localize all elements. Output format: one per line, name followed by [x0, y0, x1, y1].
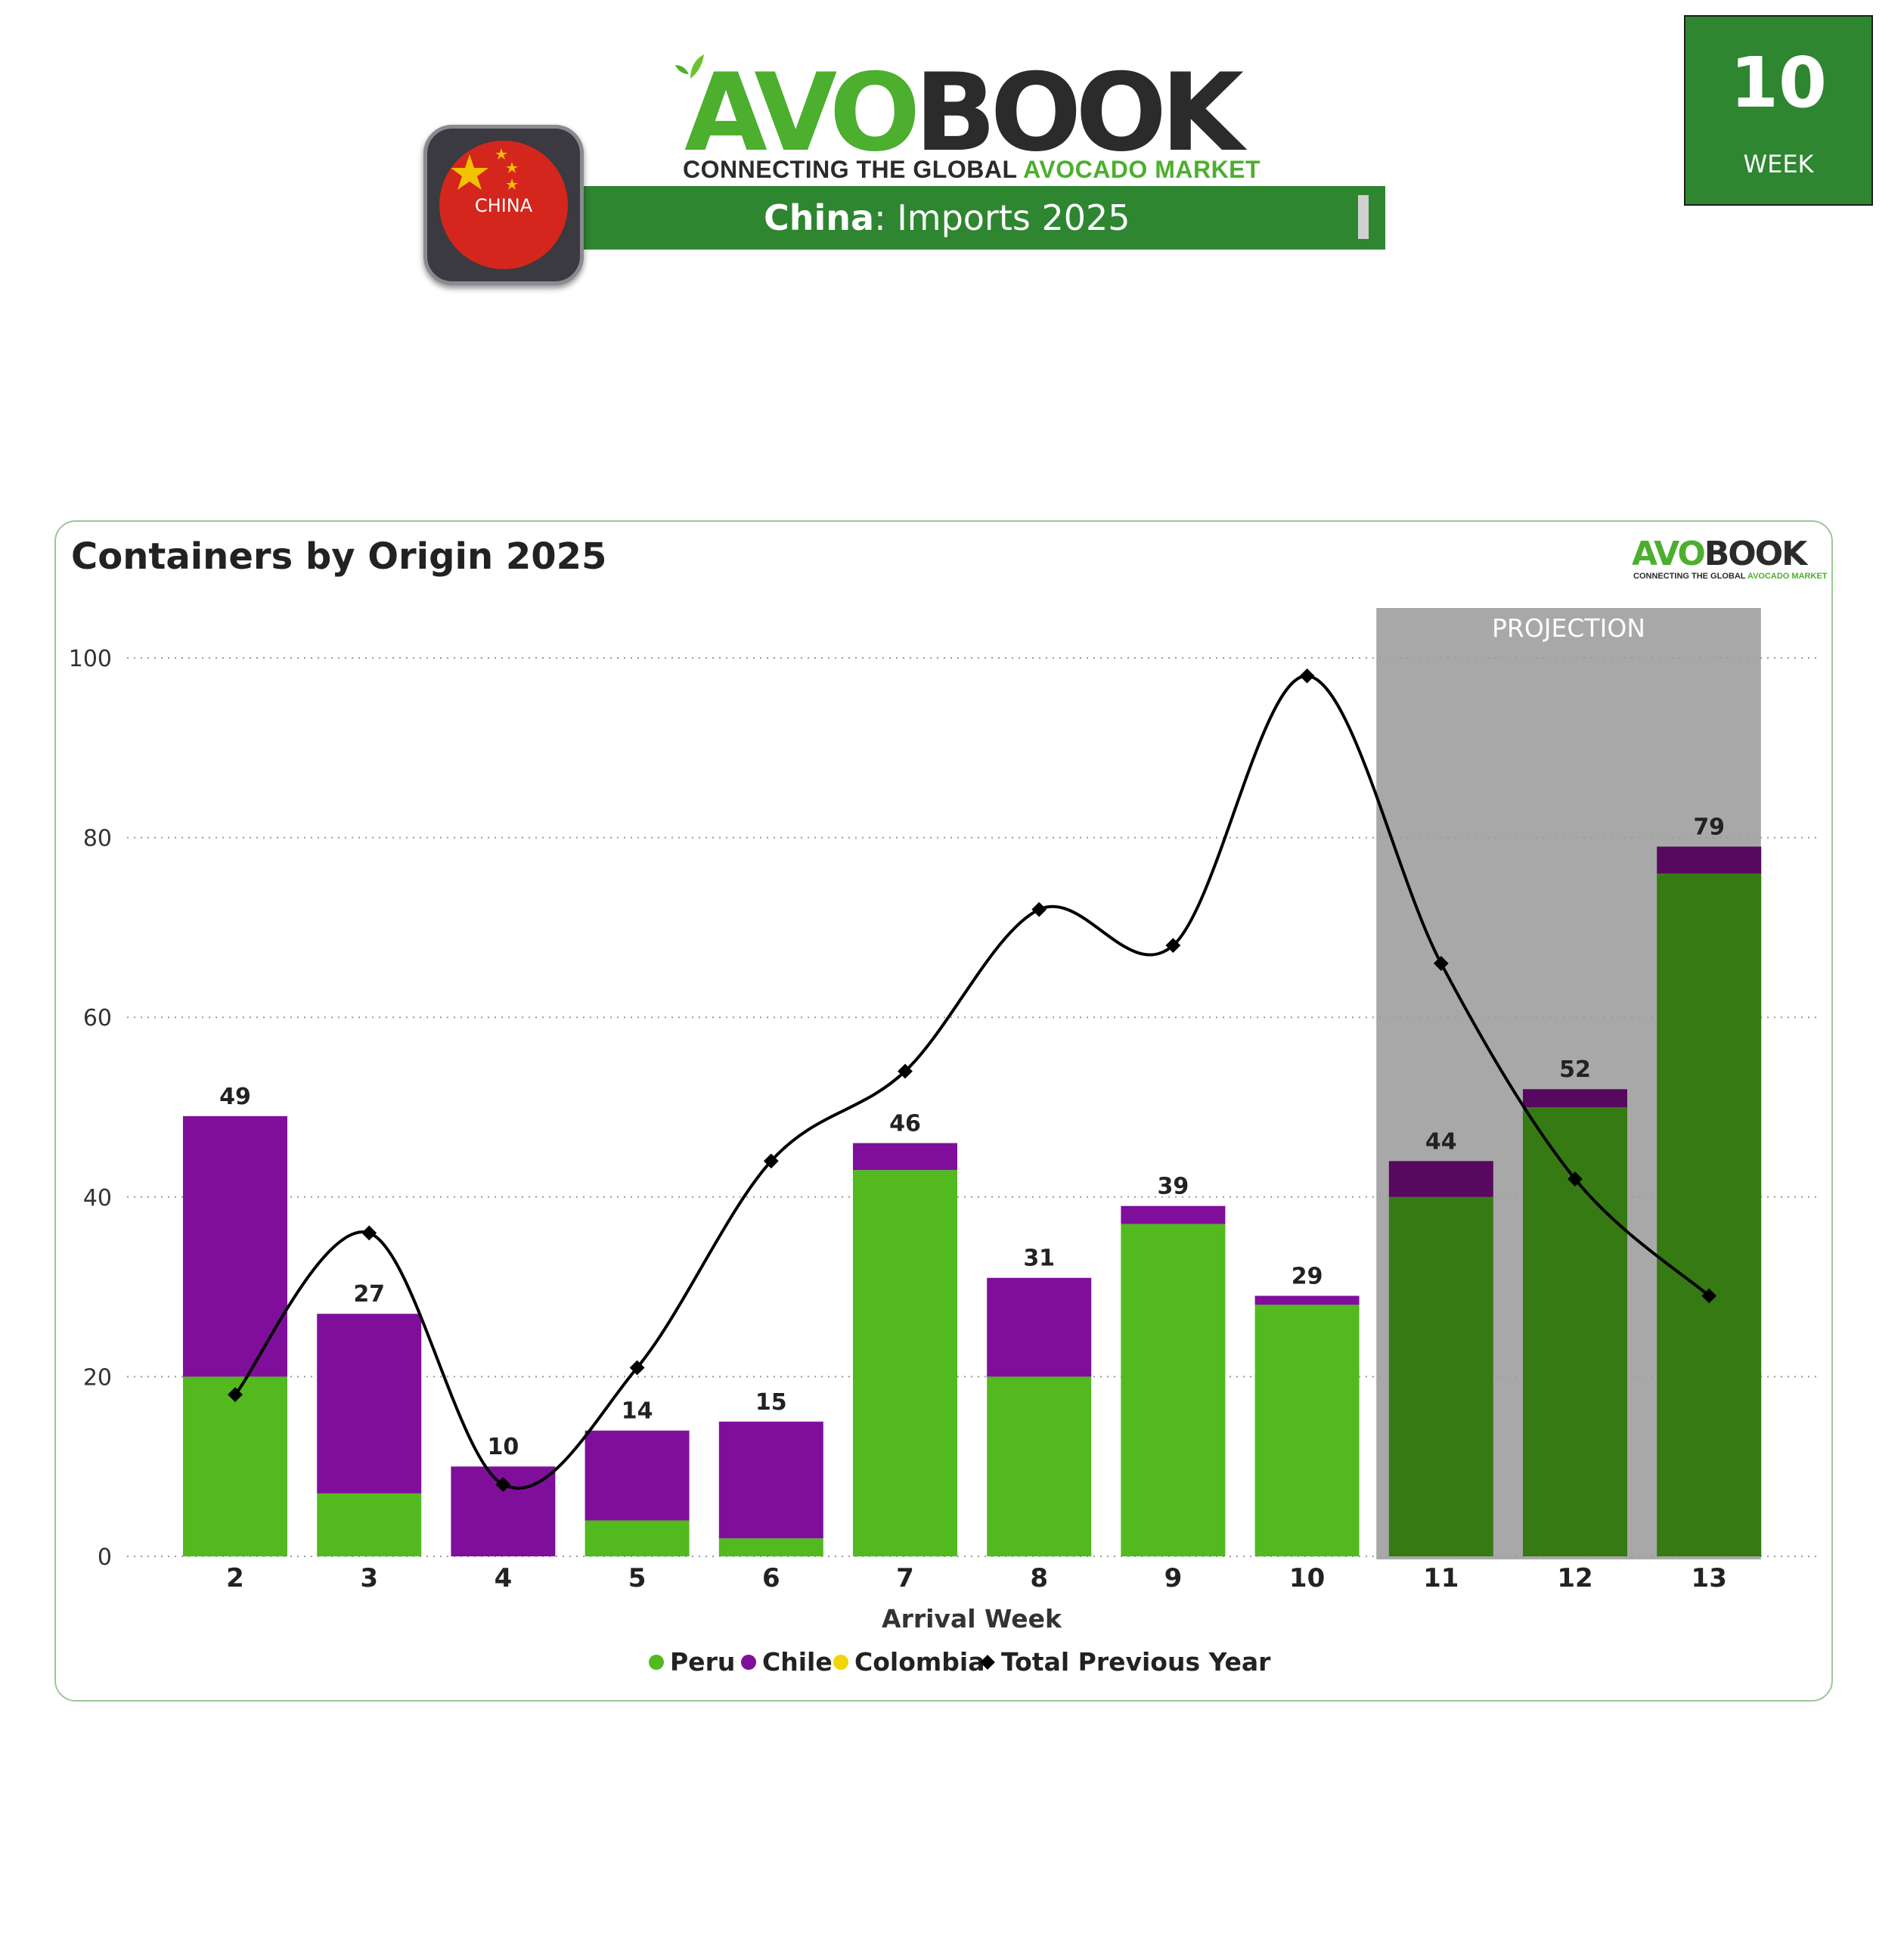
- bar-peru: [1254, 1305, 1360, 1556]
- line-point-marker: [1568, 1171, 1583, 1187]
- line-point-marker: [228, 1387, 243, 1403]
- page-title-bar: China: Imports 2025: [514, 186, 1385, 250]
- x-tick-label: 6: [762, 1563, 780, 1593]
- bar-peru: [183, 1376, 287, 1556]
- line-point-marker: [1299, 668, 1315, 684]
- legend-marker-peru: [649, 1655, 664, 1670]
- line-point-marker: [763, 1153, 779, 1169]
- bar-chile: [1523, 1089, 1627, 1107]
- line-point-marker: [1165, 938, 1181, 954]
- bar-chile: [853, 1143, 957, 1171]
- mini-logo-wordmark: AVOBOOK: [1632, 535, 1807, 573]
- legend-label: Total Previous Year: [1001, 1647, 1271, 1677]
- bar-peru: [987, 1376, 1092, 1556]
- total-data-label: 79: [1693, 814, 1725, 840]
- legend-label: Peru: [670, 1647, 735, 1677]
- bar-chile: [987, 1277, 1092, 1377]
- chart-title: Containers by Origin 2025: [71, 535, 607, 578]
- y-tick-label: 20: [83, 1364, 112, 1391]
- x-tick-label: 2: [226, 1563, 244, 1593]
- total-data-label: 10: [488, 1434, 519, 1460]
- legend-marker-colombia: [833, 1655, 848, 1670]
- legend-label: Chile: [762, 1647, 833, 1677]
- bar-chile: [317, 1314, 422, 1494]
- bar-chile: [1254, 1295, 1360, 1305]
- y-tick-label: 40: [83, 1185, 112, 1212]
- legend-marker-total-previous-year: [980, 1655, 995, 1670]
- bar-peru: [853, 1170, 957, 1556]
- x-tick-label: 7: [896, 1563, 914, 1593]
- y-tick-label: 0: [98, 1544, 112, 1571]
- y-tick-label: 60: [83, 1005, 112, 1032]
- line-point-marker: [629, 1360, 645, 1376]
- x-tick-label: 11: [1423, 1563, 1459, 1593]
- projection-label: PROJECTION: [1492, 613, 1645, 643]
- bar-chile: [183, 1115, 287, 1377]
- country-flag-badge: CHINA: [423, 125, 584, 285]
- total-data-label: 44: [1425, 1128, 1457, 1155]
- mini-logo-tagline: CONNECTING THE GLOBAL AVOCADO MARKET: [1633, 572, 1828, 581]
- x-tick-label: 4: [495, 1563, 513, 1593]
- line-point-marker: [361, 1225, 377, 1241]
- week-number: 10: [1729, 42, 1828, 123]
- x-tick-label: 13: [1692, 1563, 1727, 1593]
- logo-tagline: CONNECTING THE GLOBAL AVOCADO MARKET: [683, 156, 1261, 183]
- line-point-marker: [495, 1477, 511, 1492]
- y-tick-label: 100: [69, 646, 112, 672]
- china-flag-icon: CHINA: [439, 141, 568, 269]
- x-tick-label: 12: [1557, 1563, 1592, 1593]
- avobook-mini-logo: AVOBOOK CONNECTING THE GLOBAL AVOCADO MA…: [1626, 535, 1827, 585]
- leaf-icon: [675, 54, 704, 79]
- bar-peru: [1121, 1224, 1226, 1556]
- bar-peru: [585, 1520, 690, 1556]
- bar-peru: [1388, 1196, 1493, 1556]
- week-label: WEEK: [1743, 150, 1814, 178]
- total-data-label: 27: [353, 1281, 385, 1308]
- logo-wordmark: AVOBOOK: [684, 51, 1244, 175]
- x-tick-label: 10: [1289, 1563, 1325, 1593]
- legend-label: Colombia: [854, 1647, 985, 1677]
- total-data-label: 52: [1559, 1056, 1591, 1083]
- bar-peru: [1657, 873, 1762, 1556]
- flag-label: CHINA: [474, 195, 533, 216]
- bar-peru: [718, 1538, 823, 1556]
- line-point-marker: [1701, 1288, 1717, 1304]
- bar-chile: [585, 1430, 690, 1521]
- x-tick-label: 9: [1164, 1563, 1183, 1593]
- legend-marker-chile: [741, 1655, 756, 1670]
- x-axis-label: Arrival Week: [882, 1604, 1062, 1634]
- total-data-label: 15: [755, 1389, 787, 1416]
- bar-chile: [718, 1421, 823, 1539]
- total-data-label: 14: [622, 1398, 653, 1425]
- total-data-label: 31: [1023, 1246, 1055, 1272]
- week-badge: 10 WEEK: [1684, 15, 1873, 206]
- line-point-marker: [898, 1063, 913, 1079]
- bar-chile: [1388, 1161, 1493, 1197]
- line-point-marker: [1031, 901, 1047, 917]
- title-bar-accent: [1358, 195, 1369, 239]
- total-data-label: 29: [1292, 1263, 1323, 1289]
- page-title: China: Imports 2025: [764, 197, 1130, 238]
- total-data-label: 39: [1158, 1174, 1189, 1200]
- bar-chile: [1121, 1205, 1226, 1224]
- line-point-marker: [1433, 956, 1449, 971]
- x-tick-label: 5: [628, 1563, 647, 1593]
- total-data-label: 49: [219, 1084, 251, 1110]
- avobook-logo: AVOBOOK CONNECTING THE GLOBAL AVOCADO MA…: [662, 51, 1261, 189]
- bar-peru: [317, 1493, 422, 1556]
- total-data-label: 46: [889, 1111, 921, 1137]
- y-tick-label: 80: [83, 826, 112, 852]
- x-tick-label: 8: [1030, 1563, 1048, 1593]
- x-tick-label: 3: [360, 1563, 378, 1593]
- bar-chile: [1657, 846, 1762, 874]
